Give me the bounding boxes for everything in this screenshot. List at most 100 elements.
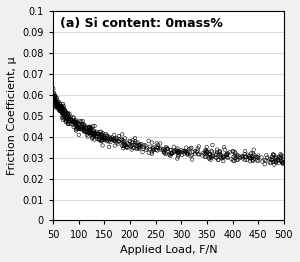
- Point: [92, 131, 97, 135]
- Point: [85, 134, 90, 139]
- Point: [128, 144, 133, 148]
- Point: [76, 125, 81, 129]
- Point: [83, 125, 88, 130]
- Point: [53, 100, 58, 104]
- Point: [67, 116, 71, 121]
- Point: [87, 126, 92, 130]
- Point: [124, 145, 128, 150]
- Point: [220, 156, 225, 160]
- Point: [250, 158, 255, 162]
- Point: [63, 113, 68, 117]
- Point: [218, 153, 223, 157]
- Point: [197, 152, 202, 156]
- Point: [87, 125, 92, 129]
- Point: [91, 133, 96, 137]
- Point: [167, 152, 172, 156]
- Point: [271, 152, 275, 157]
- Point: [52, 100, 57, 105]
- Point: [192, 151, 197, 156]
- Point: [162, 151, 167, 155]
- Point: [63, 110, 68, 114]
- Point: [88, 127, 93, 131]
- Point: [88, 128, 93, 132]
- Point: [97, 138, 102, 142]
- Point: [203, 152, 208, 156]
- Point: [176, 154, 181, 159]
- Point: [185, 152, 190, 157]
- Point: [160, 148, 165, 152]
- Point: [94, 134, 98, 138]
- Point: [85, 130, 89, 134]
- Point: [99, 139, 104, 143]
- Point: [273, 155, 278, 159]
- Point: [245, 152, 250, 157]
- Point: [55, 100, 60, 104]
- Point: [56, 103, 61, 108]
- Point: [71, 120, 76, 124]
- Point: [209, 149, 214, 153]
- Point: [59, 104, 64, 108]
- Point: [172, 150, 176, 155]
- Point: [209, 155, 214, 160]
- Point: [87, 126, 92, 130]
- Point: [203, 155, 208, 159]
- Point: [130, 140, 135, 144]
- Y-axis label: Friction Coefficient, μ: Friction Coefficient, μ: [7, 56, 17, 175]
- Point: [92, 133, 97, 138]
- Point: [75, 127, 80, 131]
- Point: [74, 118, 79, 123]
- Point: [89, 128, 94, 132]
- Point: [55, 105, 59, 109]
- Point: [252, 157, 256, 161]
- Point: [52, 99, 57, 103]
- Point: [59, 107, 64, 111]
- Point: [193, 149, 197, 153]
- Point: [55, 103, 60, 107]
- Point: [64, 120, 68, 124]
- Point: [93, 130, 98, 135]
- Point: [61, 114, 66, 118]
- Point: [154, 148, 158, 152]
- Point: [129, 148, 134, 152]
- Point: [56, 107, 61, 111]
- Point: [98, 133, 103, 137]
- Point: [52, 93, 57, 97]
- Point: [264, 153, 269, 157]
- Point: [180, 153, 184, 157]
- Point: [213, 152, 218, 157]
- Point: [85, 125, 90, 129]
- Point: [134, 144, 139, 148]
- Point: [120, 140, 125, 144]
- Point: [210, 143, 215, 147]
- Point: [225, 153, 230, 157]
- Point: [61, 104, 66, 108]
- Point: [73, 121, 77, 125]
- Point: [187, 147, 191, 151]
- Point: [97, 134, 102, 138]
- Point: [104, 133, 109, 137]
- Point: [133, 143, 137, 147]
- Point: [80, 126, 84, 130]
- Point: [86, 128, 91, 132]
- Point: [72, 120, 77, 124]
- Point: [124, 145, 129, 149]
- Point: [100, 138, 105, 142]
- Point: [65, 122, 70, 126]
- Point: [98, 139, 103, 143]
- Point: [91, 129, 96, 133]
- Point: [53, 101, 58, 105]
- Point: [231, 159, 236, 163]
- Point: [102, 137, 106, 141]
- Point: [62, 113, 67, 117]
- Point: [105, 134, 110, 138]
- Point: [181, 149, 185, 154]
- Point: [71, 116, 76, 120]
- Point: [113, 138, 118, 143]
- Point: [86, 128, 91, 132]
- Point: [95, 132, 100, 136]
- Point: [240, 156, 245, 161]
- Point: [106, 134, 111, 139]
- Point: [116, 139, 121, 143]
- Point: [232, 159, 237, 163]
- Point: [250, 155, 255, 160]
